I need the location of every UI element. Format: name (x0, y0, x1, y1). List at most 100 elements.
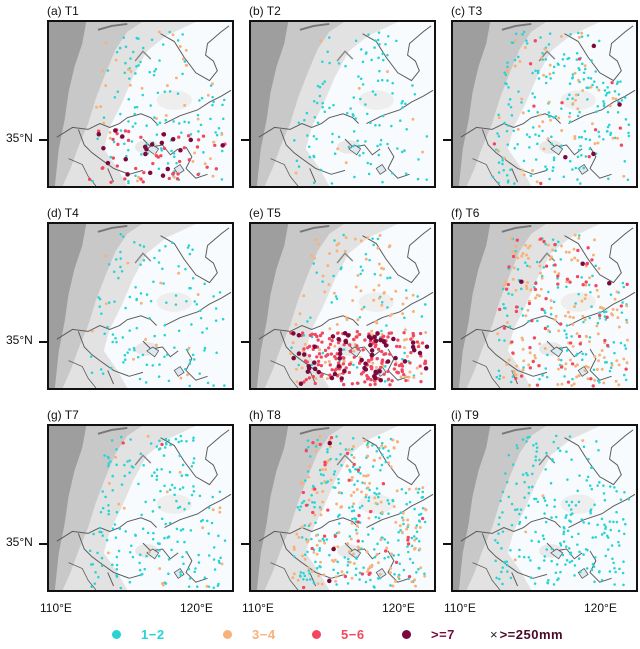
station-dot (89, 355, 93, 358)
station-dot (616, 316, 620, 320)
station-dot (374, 515, 378, 519)
station-dot (580, 31, 584, 35)
hill-patch (156, 292, 192, 312)
station-dot (325, 377, 329, 381)
station-dot (171, 172, 175, 176)
station-dot (552, 65, 556, 69)
station-dot (568, 111, 572, 115)
station-dot (128, 550, 132, 554)
station-dot (349, 107, 352, 110)
legend-dot-3-4 (223, 629, 232, 639)
station-dot (527, 556, 531, 559)
station-dot (518, 59, 522, 63)
station-dot (306, 470, 310, 473)
station-dot (113, 523, 117, 526)
station-dot (559, 322, 563, 326)
station-dot (407, 574, 412, 579)
province-boundary (258, 315, 410, 385)
station-dot (423, 366, 429, 371)
station-dot (309, 455, 312, 458)
station-dot (504, 280, 508, 284)
station-dot (406, 545, 409, 548)
station-dot (199, 316, 203, 320)
station-dot (158, 439, 161, 443)
station-dot (354, 285, 358, 289)
station-dot (214, 167, 219, 171)
station-dot (532, 336, 537, 340)
station-dot (411, 293, 415, 297)
station-dot (597, 448, 600, 452)
station-dot (419, 379, 423, 384)
station-dot (497, 113, 500, 117)
station-dot (505, 68, 509, 72)
station-dot (366, 570, 370, 574)
station-dot (377, 436, 381, 439)
station-dot (146, 531, 150, 535)
station-dot (403, 351, 406, 355)
station-dot (570, 258, 574, 262)
station-dot (342, 330, 348, 336)
station-dot (123, 142, 126, 145)
hill-patch (156, 494, 192, 514)
station-dot (577, 236, 581, 240)
station-dot (400, 487, 404, 491)
station-dot (212, 100, 215, 104)
station-dot (574, 98, 577, 102)
station-dot (401, 312, 405, 316)
station-dot (524, 284, 528, 288)
coastline (568, 493, 636, 528)
station-dot (515, 444, 518, 447)
station-dot (554, 115, 558, 118)
station-dot (582, 71, 586, 75)
station-dot (526, 246, 530, 250)
station-dot (537, 134, 541, 138)
station-dot (581, 314, 585, 318)
station-dot (124, 306, 127, 310)
station-dot (119, 232, 123, 236)
station-dot (340, 570, 344, 574)
station-dot (310, 493, 313, 497)
station-dot (374, 366, 378, 369)
station-dot (344, 64, 347, 68)
station-dot (604, 318, 608, 321)
station-dot (621, 571, 625, 575)
station-dot (509, 380, 513, 384)
station-dot (359, 272, 362, 276)
station-dot (369, 378, 373, 382)
station-dot (551, 169, 554, 173)
station-dot (314, 560, 317, 564)
station-dot (352, 445, 356, 448)
hill-patch (560, 90, 596, 110)
station-dot (114, 258, 118, 261)
station-dot (416, 177, 420, 181)
province-boundary (56, 517, 208, 587)
station-dot (522, 555, 526, 559)
station-dot (201, 134, 206, 138)
station-dot (371, 361, 375, 365)
station-dot (307, 445, 310, 449)
station-dot (104, 302, 108, 306)
station-dot (604, 527, 607, 530)
station-dot (541, 120, 545, 124)
station-dot (350, 576, 354, 580)
station-dot (576, 259, 580, 262)
station-dot (384, 42, 387, 46)
station-dot (400, 150, 404, 154)
station-dot (383, 352, 388, 356)
station-dot (366, 441, 370, 444)
station-dot (221, 103, 224, 107)
station-dot (119, 112, 122, 116)
station-dot (111, 333, 115, 336)
station-dot (138, 553, 142, 557)
station-dot (608, 369, 612, 373)
station-dot (423, 359, 428, 363)
station-dot (367, 172, 371, 176)
station-dot (348, 362, 352, 366)
station-dot (354, 467, 357, 471)
station-dot (332, 103, 335, 107)
station-dot (546, 137, 550, 141)
station-dot (120, 134, 125, 139)
station-dot (191, 248, 194, 251)
station-dot (305, 111, 309, 115)
station-dot (597, 39, 601, 43)
